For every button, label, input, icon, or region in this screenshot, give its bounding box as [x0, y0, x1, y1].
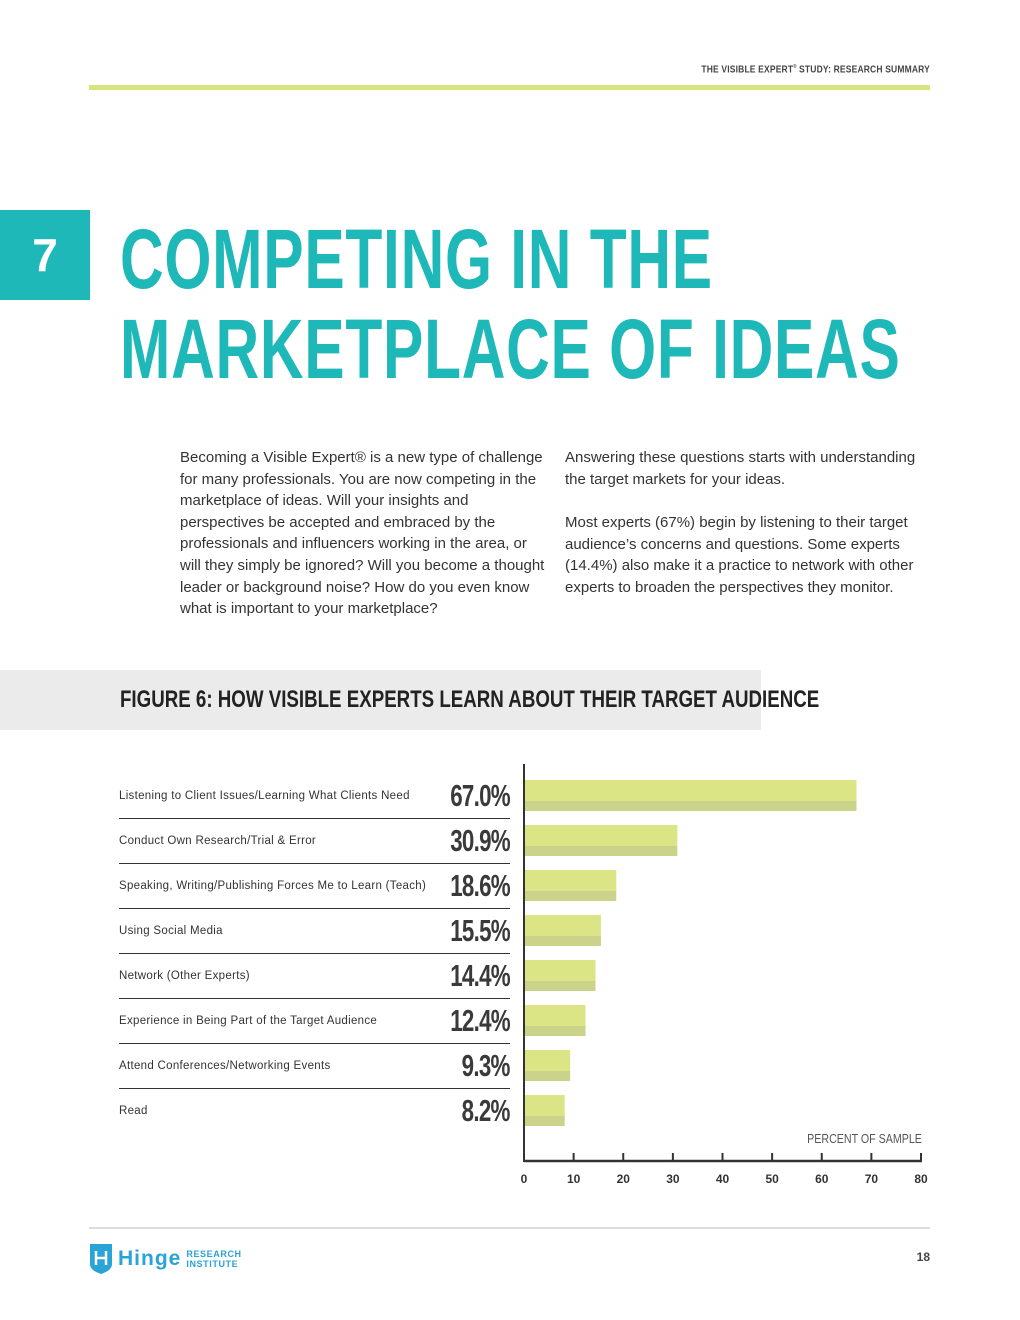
category-label: Using Social Media [119, 925, 223, 937]
chart-row: Read 8.2% [119, 1089, 511, 1133]
bar-shade [524, 1116, 565, 1126]
chart-row: Attend Conferences/Networking Events 9.3% [119, 1044, 511, 1089]
chart-row: Network (Other Experts) 14.4% [119, 954, 511, 999]
category-label: Read [119, 1105, 148, 1117]
bar [524, 825, 678, 846]
running-title: THE VISIBLE EXPERT [701, 64, 794, 76]
logo-subtitle: RESEARCH INSTITUTE [186, 1249, 241, 1269]
bar [524, 1005, 586, 1026]
x-tick-label: 40 [716, 1172, 730, 1186]
bar [524, 870, 617, 891]
footer-rule [89, 1227, 930, 1229]
bar [524, 780, 857, 801]
body-right-column: Answering these questions starts with un… [565, 447, 930, 621]
x-tick-label: 60 [815, 1172, 829, 1186]
value-label: 18.6% [450, 868, 510, 903]
value-label: 8.2% [461, 1093, 511, 1128]
x-tick-label: 80 [914, 1172, 928, 1186]
logo-sub-2: INSTITUTE [186, 1259, 239, 1269]
category-label: Listening to Client Issues/Learning What… [119, 790, 410, 802]
x-tick-label: 30 [666, 1172, 680, 1186]
running-title-rest: STUDY: RESEARCH SUMMARY [796, 64, 930, 76]
category-label: Attend Conferences/Networking Events [119, 1060, 331, 1072]
title-line-2: MARKETPLACE OF IDEAS [120, 302, 901, 396]
x-tick-label: 20 [617, 1172, 631, 1186]
value-label: 30.9% [450, 823, 510, 858]
category-label: Experience in Being Part of the Target A… [119, 1015, 378, 1027]
chart-row: Experience in Being Part of the Target A… [119, 999, 511, 1044]
bar [524, 1050, 571, 1071]
bar-shade [524, 846, 678, 856]
page-number: 18 [916, 1250, 930, 1264]
category-label: Conduct Own Research/Trial & Error [119, 835, 317, 847]
bar-shade [524, 801, 857, 811]
category-label: Network (Other Experts) [119, 970, 250, 982]
chart-row: Using Social Media 15.5% [119, 909, 511, 954]
section-number: 7 [0, 210, 90, 300]
hinge-logo: Hinge RESEARCH INSTITUTE [89, 1243, 242, 1275]
x-tick-label: 10 [567, 1172, 581, 1186]
section-title: COMPETING IN THE MARKETPLACE OF IDEAS [120, 214, 901, 394]
value-label: 14.4% [450, 958, 510, 993]
title-line-1: COMPETING IN THE [120, 212, 713, 306]
value-label: 9.3% [461, 1048, 511, 1083]
x-tick-label: 70 [865, 1172, 879, 1186]
chart-row: Listening to Client Issues/Learning What… [119, 774, 511, 819]
bar-shade [524, 1071, 571, 1081]
category-label: Speaking, Writing/Publishing Forces Me t… [119, 880, 427, 892]
x-tick-label: 50 [765, 1172, 779, 1186]
x-tick-label: 0 [521, 1172, 528, 1186]
bar-shade [524, 981, 596, 991]
body-paragraph: Answering these questions starts with un… [565, 449, 916, 488]
chart-row: Conduct Own Research/Trial & Error 30.9% [119, 819, 511, 864]
bar-shade [524, 936, 601, 946]
logo-word: Hinge [118, 1247, 182, 1270]
body-paragraph: Most experts (67%) begin by listening to… [565, 514, 914, 596]
running-header: THE VISIBLE EXPERT® STUDY: RESEARCH SUMM… [701, 64, 930, 75]
figure-title: FIGURE 6: HOW VISIBLE EXPERTS LEARN ABOU… [120, 686, 820, 713]
value-label: 12.4% [450, 1003, 510, 1038]
value-label: 15.5% [450, 913, 510, 948]
body-left-column: Becoming a Visible Expert® is a new type… [180, 447, 550, 642]
bar-shade [524, 891, 617, 901]
registered-mark: ® [793, 64, 797, 70]
x-axis-label: PERCENT OF SAMPLE [807, 1131, 922, 1146]
bar [524, 915, 601, 936]
shield-logo-icon [90, 1244, 112, 1274]
bar [524, 1095, 565, 1116]
bar [524, 960, 596, 981]
body-paragraph: Becoming a Visible Expert® is a new type… [180, 449, 545, 618]
logo-sub-1: RESEARCH [186, 1249, 242, 1259]
value-label: 67.0% [450, 778, 510, 813]
figure-title-band [0, 670, 761, 730]
header-rule [89, 85, 930, 90]
chart-row: Speaking, Writing/Publishing Forces Me t… [119, 864, 511, 909]
bar-shade [524, 1026, 586, 1036]
